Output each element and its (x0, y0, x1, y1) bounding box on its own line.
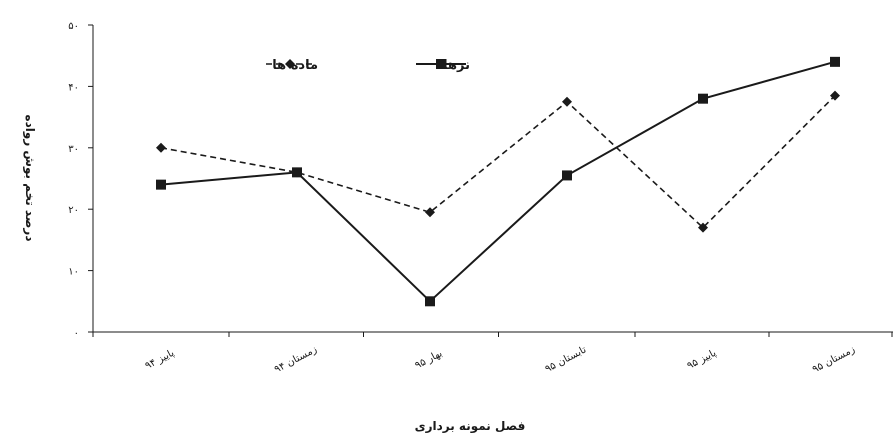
legend-label-males: نرها (443, 58, 470, 73)
y-tick-label: ۱۰ (68, 267, 79, 278)
data-point-males (830, 56, 840, 67)
legend-marker-females (285, 59, 295, 69)
axes (92, 25, 893, 333)
data-point-females (156, 142, 166, 153)
data-point-females (830, 90, 840, 101)
data-point-males (562, 170, 572, 181)
data-point-males (156, 179, 166, 190)
legend-label-females: ماده ها (272, 58, 318, 73)
series-layer (156, 56, 840, 307)
y-axis-ticks: ۰ ۱۰ ۲۰ ۳۰ ۴۰ ۵۰ (68, 21, 93, 339)
data-point-females (698, 222, 708, 233)
legend: ماده ها نرها (266, 58, 470, 73)
data-point-females (562, 96, 572, 107)
data-point-males (698, 93, 708, 104)
series-line-males (160, 60, 836, 303)
y-tick-label: ۴۰ (68, 82, 79, 93)
series-line-females (160, 95, 836, 229)
data-point-males (292, 167, 302, 178)
y-tick-label: ۲۰ (68, 205, 79, 216)
data-point-males (425, 296, 435, 307)
y-axis-title: درصد تخم بوش رواده (22, 114, 37, 241)
data-point-females (425, 207, 435, 218)
y-tick-label: ۰ (74, 328, 79, 339)
legend-marker-square (436, 59, 446, 69)
y-tick-label: ۵۰ (68, 21, 79, 32)
x-axis-title: فصل نمونه برداری (415, 419, 526, 434)
legend-marker-males (436, 59, 446, 69)
y-tick-label: ۳۰ (68, 144, 79, 155)
legend-marker-diamond (285, 59, 295, 69)
